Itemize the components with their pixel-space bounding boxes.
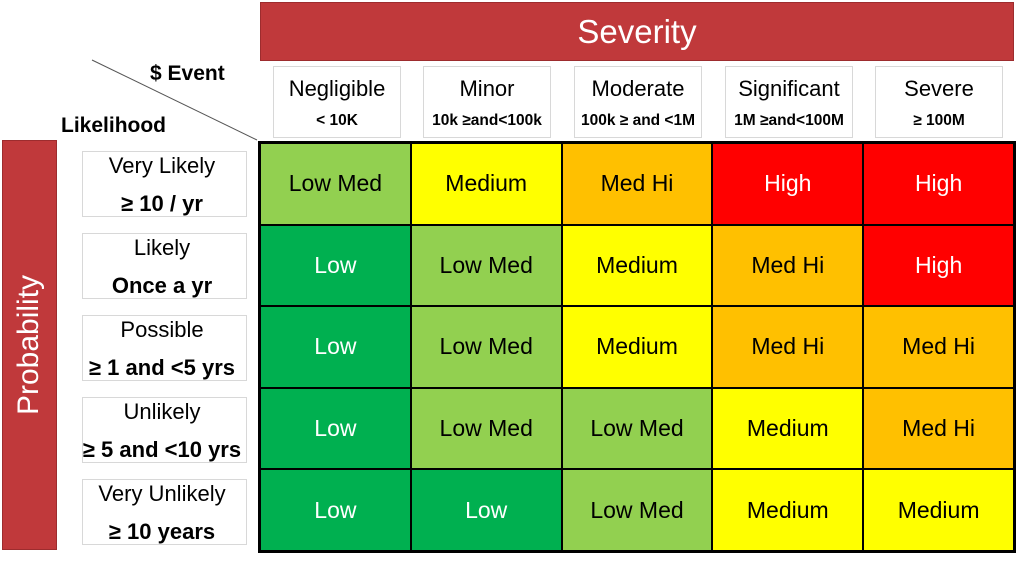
- risk-cell: Low Med: [260, 143, 411, 225]
- severity-range: ≥ 100M: [913, 112, 965, 129]
- risk-cell: Medium: [712, 469, 864, 551]
- severity-banner: Severity: [260, 2, 1014, 61]
- risk-cell: Low: [410, 469, 562, 551]
- risk-cell: Low: [260, 387, 411, 470]
- severity-range: < 10K: [316, 112, 358, 129]
- severity-name: Minor: [459, 76, 515, 101]
- risk-matrix: Low Med Medium Med Hi High High Low Low …: [258, 141, 1016, 553]
- risk-cell: Medium: [561, 224, 713, 307]
- risk-cell: Low: [260, 469, 411, 551]
- risk-cell: Medium: [712, 387, 864, 470]
- likelihood-box: [82, 479, 247, 545]
- severity-name: Moderate: [591, 76, 685, 101]
- risk-cell: Med Hi: [712, 224, 864, 307]
- likelihood-range: ≥ 5 and <10 yrs: [82, 437, 242, 462]
- risk-cell: Medium: [410, 143, 562, 225]
- likelihood-header-very-likely: Very Likely ≥ 10 / yr: [67, 143, 257, 225]
- risk-cell: Low Med: [561, 387, 713, 470]
- severity-title: Severity: [577, 12, 697, 50]
- risk-cell: Low: [260, 306, 411, 388]
- likelihood-name: Very Likely: [108, 153, 216, 178]
- likelihood-header-likely: Likely Once a yr: [67, 225, 257, 307]
- likelihood-box: [82, 151, 247, 217]
- likelihood-name: Unlikely: [123, 399, 201, 424]
- likelihood-header-very-unlikely: Very Unlikely ≥ 10 years: [67, 471, 257, 553]
- severity-header-moderate: Moderate 100k ≥ and <1M: [574, 66, 702, 138]
- probability-banner: Probability: [2, 140, 57, 550]
- severity-header-severe: Severe ≥ 100M: [875, 66, 1003, 138]
- likelihood-name: Possible: [120, 317, 204, 342]
- severity-name: Negligible: [288, 76, 386, 101]
- risk-cell: Low Med: [410, 387, 562, 470]
- corner-divider-line: [91, 59, 258, 141]
- likelihood-name: Very Unlikely: [98, 481, 226, 506]
- severity-header-significant: Significant 1M ≥and<100M: [725, 66, 853, 138]
- severity-name: Significant: [738, 76, 840, 101]
- likelihood-box: [82, 315, 247, 381]
- likelihood-box: [82, 397, 247, 463]
- likelihood-range: ≥ 10 years: [108, 519, 216, 544]
- risk-cell: Medium: [863, 469, 1014, 551]
- severity-name: Severe: [904, 76, 974, 101]
- risk-cell: Medium: [561, 306, 713, 388]
- risk-cell: Low Med: [561, 469, 713, 551]
- risk-cell: Med Hi: [561, 143, 713, 225]
- likelihood-name: Likely: [133, 235, 191, 260]
- likelihood-axis-label: Likelihood: [61, 114, 166, 137]
- risk-cell: Low Med: [410, 224, 562, 307]
- likelihood-range: Once a yr: [111, 273, 213, 298]
- severity-range: 1M ≥and<100M: [734, 112, 844, 129]
- risk-cell: Low: [260, 224, 411, 307]
- event-axis-label: $ Event: [150, 62, 225, 85]
- risk-cell: High: [863, 143, 1014, 225]
- severity-header-minor: Minor 10k ≥and<100k: [423, 66, 551, 138]
- likelihood-box: [82, 233, 247, 299]
- risk-cell: Med Hi: [863, 306, 1014, 388]
- risk-cell: Low Med: [410, 306, 562, 388]
- probability-title: Probability: [12, 274, 46, 416]
- risk-cell: High: [863, 224, 1014, 307]
- risk-cell: High: [712, 143, 864, 225]
- severity-header-negligible: Negligible < 10K: [273, 66, 401, 138]
- likelihood-range: ≥ 1 and <5 yrs: [89, 355, 235, 380]
- risk-cell: Med Hi: [863, 387, 1014, 470]
- severity-range: 100k ≥ and <1M: [580, 112, 696, 129]
- risk-cell: Med Hi: [712, 306, 864, 388]
- likelihood-header-possible: Possible ≥ 1 and <5 yrs: [67, 307, 257, 389]
- likelihood-range: ≥ 10 / yr: [121, 191, 203, 216]
- severity-range: 10k ≥and<100k: [432, 112, 542, 129]
- likelihood-header-unlikely: Unlikely ≥ 5 and <10 yrs: [67, 389, 257, 471]
